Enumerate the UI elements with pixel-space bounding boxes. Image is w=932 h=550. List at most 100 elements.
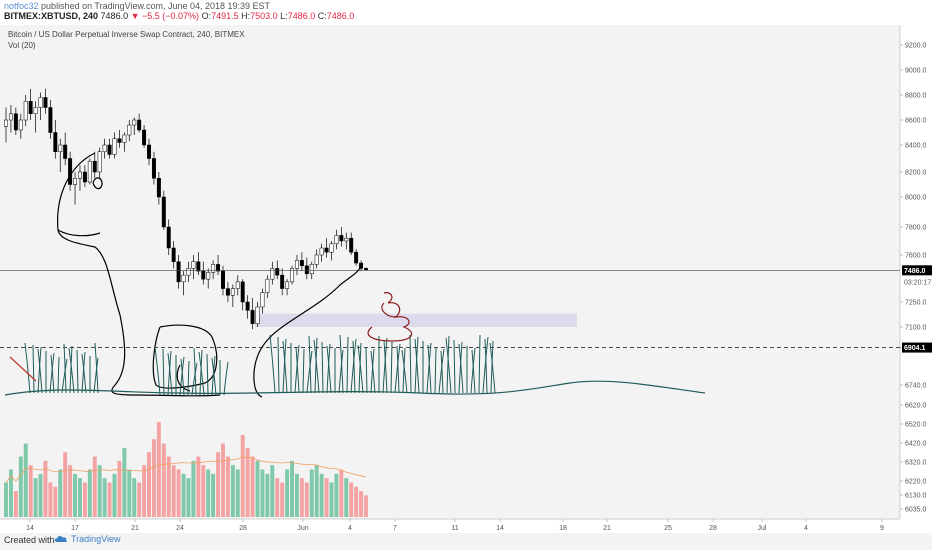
grass-blade: [50, 354, 55, 394]
volume-bar: [92, 456, 97, 517]
grass-blade: [167, 352, 173, 396]
grass-blade: [282, 340, 288, 394]
candle: [151, 151, 156, 185]
grass-blade: [193, 347, 197, 396]
volume-bar: [285, 469, 290, 517]
volume-bar: [48, 482, 53, 517]
grass-blade: [69, 345, 73, 394]
volume-bar: [329, 482, 334, 517]
candle: [280, 268, 285, 296]
grass-blade: [269, 334, 276, 394]
grass-blade: [446, 335, 450, 394]
grass-blade: [313, 339, 320, 394]
poop-drawing[interactable]: [367, 292, 413, 342]
volume-bar: [339, 469, 344, 517]
time-tick-label: 24: [176, 525, 184, 532]
ohlc-line: BITMEX:XBTUSD, 240 7486.0 ▼ −5.5 (−0.07%…: [4, 11, 354, 21]
plot-background: [0, 25, 900, 519]
price-chart[interactable]: Bitcoin / US Dollar Perpetual Inverse Sw…: [0, 25, 932, 535]
candle: [147, 138, 151, 166]
candle: [339, 227, 344, 247]
time-tick-label: 18: [559, 525, 567, 532]
volume-bar: [314, 465, 319, 517]
volume-bar: [196, 456, 201, 517]
candle: [319, 243, 324, 262]
volume-bar: [250, 456, 255, 517]
candle: [13, 107, 18, 135]
grass-blade: [490, 340, 494, 394]
candle: [107, 138, 112, 159]
created-with-text: Created with: [4, 535, 55, 545]
volume-bar: [156, 422, 161, 517]
candle: [97, 147, 102, 179]
candle: [265, 275, 270, 298]
chart-header: notfoc32 published on TradingView.com, J…: [0, 0, 932, 24]
dog-head-outline: [57, 152, 221, 397]
candle: [196, 252, 201, 276]
grass-blade: [63, 343, 67, 394]
price-tick-label: 8600.0: [905, 118, 927, 125]
volume-bar: [319, 473, 324, 517]
volume-bar: [147, 452, 151, 517]
candle: [344, 232, 349, 250]
candle: [285, 279, 290, 296]
grass-blade: [167, 350, 172, 396]
volume-bar: [211, 473, 216, 517]
support-zone-rect[interactable]: [255, 313, 577, 327]
grass-blade: [306, 350, 313, 394]
candle: [112, 132, 117, 159]
grass-blade: [414, 338, 420, 394]
candle: [117, 130, 122, 148]
time-tick-label: 28: [709, 525, 717, 532]
volume-bar: [58, 469, 63, 517]
candle: [324, 238, 329, 258]
grass-blade: [339, 334, 344, 394]
candle: [63, 132, 68, 166]
grass-blade: [302, 348, 305, 394]
volume-bar: [166, 456, 171, 517]
volume-bar: [270, 465, 275, 517]
volume-bar: [265, 473, 270, 517]
symbol-label[interactable]: BITMEX:XBTUSD, 240: [4, 11, 99, 21]
open-label: O:: [201, 11, 212, 21]
price-axis-ticks: 9200.0 9000.0 8800.0 8600.0 8400.0 8200.0 8000…: [900, 43, 927, 514]
dog-drawing[interactable]: [57, 152, 363, 398]
author-link[interactable]: notfoc32: [4, 1, 39, 11]
time-tick-label: 25: [664, 525, 672, 532]
grass-blade: [68, 347, 75, 394]
time-tick-label: 21: [603, 525, 611, 532]
time-tick-label: 9: [880, 525, 884, 532]
tradingview-brand-text: TradingView: [71, 534, 121, 544]
grass-blade: [37, 346, 42, 394]
dog-hind-leg: [253, 354, 263, 398]
volume-bar: [221, 443, 225, 517]
volume-bar: [87, 469, 92, 517]
grass-blade: [382, 337, 388, 394]
volume-bar: [112, 473, 117, 517]
candle: [142, 125, 147, 148]
time-axis-background: [0, 519, 900, 535]
grass-blade: [414, 336, 419, 394]
grass-blade: [470, 347, 476, 394]
chart-area[interactable]: Bitcoin / US Dollar Perpetual Inverse Sw…: [0, 25, 932, 535]
candle: [137, 113, 142, 133]
tradingview-cloud-icon: [54, 536, 68, 542]
svg-text:7486.0: 7486.0: [904, 268, 926, 275]
candle: [73, 172, 78, 205]
price-tick-label: 8000.0: [905, 195, 927, 202]
volume-bar: [181, 473, 186, 517]
last-price-tag: 7486.0 03:20:17: [902, 265, 932, 286]
grass-blade: [211, 357, 217, 396]
candle: [18, 113, 23, 139]
grass-blade: [357, 344, 364, 394]
volume-bar: [102, 478, 107, 517]
grass-blade: [211, 355, 216, 396]
volume-bar: [275, 478, 280, 517]
volume-bar: [359, 491, 364, 517]
grass-blade: [57, 356, 60, 394]
tradingview-brand[interactable]: TradingView: [54, 534, 121, 544]
candle: [161, 190, 166, 230]
candle: [191, 255, 196, 280]
grass-blade: [426, 342, 432, 394]
grass-blade: [24, 342, 31, 394]
